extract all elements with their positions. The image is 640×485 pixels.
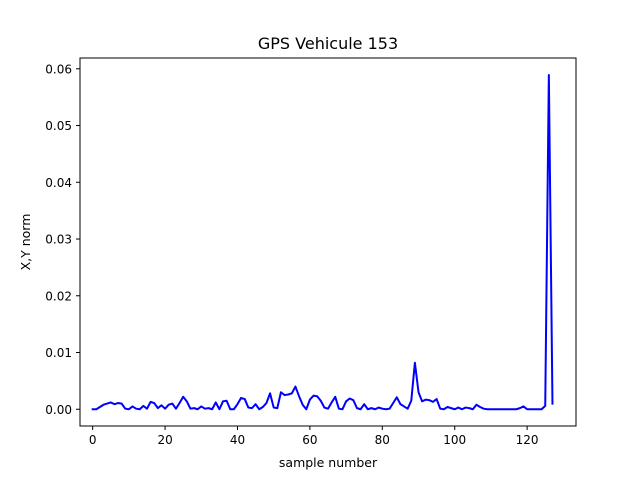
x-tick-label: 0 [89,433,97,447]
y-tick-label: 0.03 [45,233,72,247]
x-tick-label: 20 [157,433,172,447]
y-tick-label: 0.05 [45,119,72,133]
chart-title: GPS Vehicule 153 [258,34,398,53]
y-axis-label: X,Y norm [18,214,33,271]
x-tick-label: 120 [516,433,539,447]
y-tick-label: 0.01 [45,346,72,360]
x-axis-label: sample number [279,455,378,470]
series-line-0 [91,74,554,411]
plot-area [91,74,554,411]
x-tick-label: 80 [375,433,390,447]
x-axis: 0 20 40 60 80 100 120 [89,426,539,447]
x-tick-label: 40 [230,433,245,447]
x-tick-label: 100 [443,433,466,447]
axes-frame [79,57,577,427]
y-tick-label: 0.04 [45,176,72,190]
y-tick-label: 0.06 [45,62,72,76]
x-tick-label: 60 [302,433,317,447]
y-axis: 0.00 0.01 0.02 0.03 0.04 0.05 0.06 [45,62,80,417]
y-tick-label: 0.00 [45,403,72,417]
y-tick-label: 0.02 [45,289,72,303]
